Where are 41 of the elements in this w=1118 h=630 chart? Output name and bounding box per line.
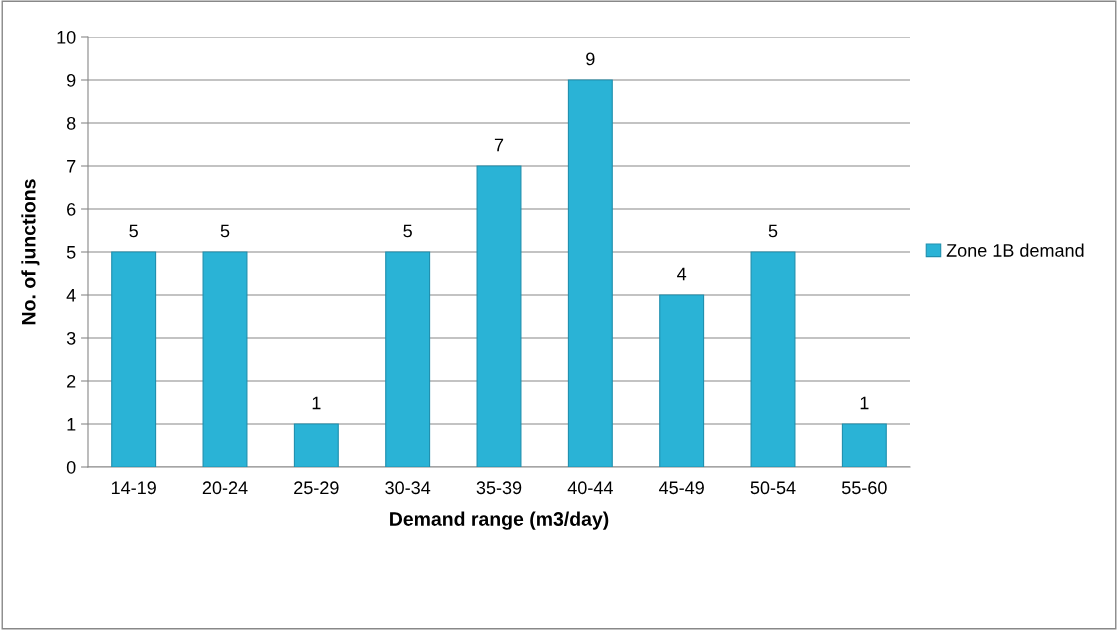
y-tick-label: 7	[67, 160, 76, 173]
x-tick-label: 20-24	[202, 481, 248, 495]
bar	[567, 79, 613, 467]
x-tick-label: 45-49	[658, 481, 704, 495]
bar	[750, 251, 796, 467]
data-label: 5	[220, 224, 230, 238]
y-tick-label: 6	[67, 202, 76, 216]
y-tick-label: 8	[66, 116, 76, 130]
bar	[659, 294, 705, 467]
y-tick-label: 0	[66, 460, 76, 474]
bar	[111, 251, 157, 467]
x-tick-label: 40-44	[567, 481, 613, 495]
y-tick-label: 1	[67, 418, 76, 431]
y-tick-label: 9	[67, 73, 76, 87]
bar	[293, 423, 339, 467]
data-label: 1	[312, 396, 321, 410]
data-label: 9	[586, 52, 595, 66]
bar	[476, 165, 522, 467]
legend-label: Zone 1B demand	[946, 243, 1084, 257]
y-axis-title: No. of junctions	[21, 179, 40, 325]
x-tick-label: 25-29	[294, 481, 339, 495]
data-label: 7	[494, 138, 504, 152]
data-label: 5	[129, 224, 138, 238]
bar	[202, 251, 248, 467]
y-tick-label: 5	[66, 246, 76, 259]
x-tick-label: 35-39	[476, 481, 522, 495]
data-label: 4	[677, 267, 687, 281]
data-label: 5	[768, 224, 778, 238]
x-tick-label: 30-34	[385, 481, 431, 495]
bar	[385, 251, 431, 467]
y-tick-label: 10	[57, 30, 76, 44]
y-tick-label: 4	[66, 289, 76, 302]
y-tick-label: 2	[67, 374, 76, 388]
x-tick-label: 50-54	[750, 481, 796, 495]
x-tick-label: 14-19	[111, 481, 156, 495]
data-label: 1	[860, 396, 869, 410]
y-tick-label: 3	[66, 331, 76, 345]
x-tick-label: 55-60	[841, 481, 887, 495]
x-axis-title: Demand range (m3/day)	[390, 511, 609, 530]
data-label: 5	[403, 224, 412, 238]
bar	[841, 423, 887, 467]
